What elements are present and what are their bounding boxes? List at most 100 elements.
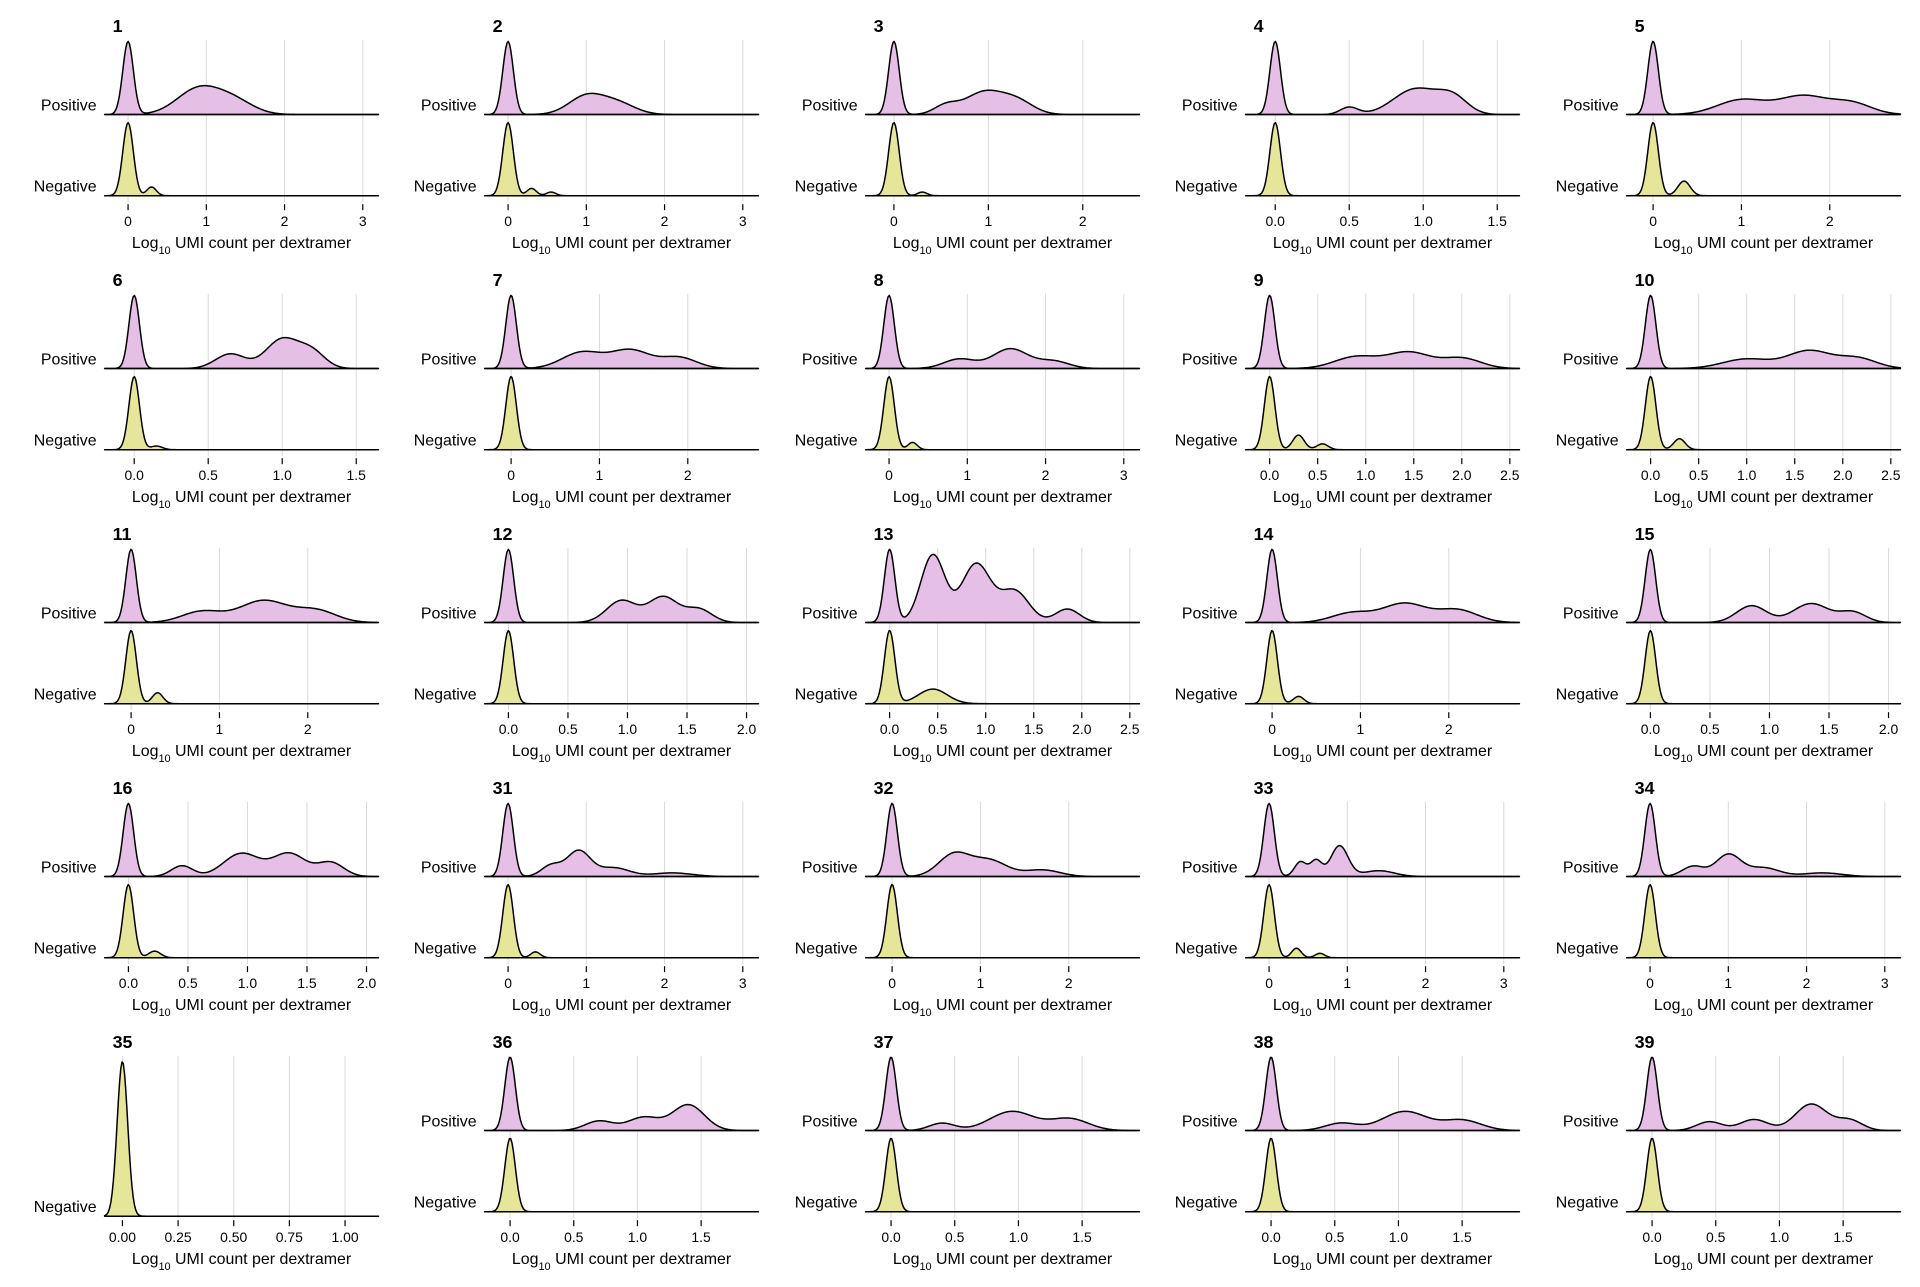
ylabel-positive: Positive — [802, 605, 858, 622]
panel-31: 0123Log10 UMI count per dextramerPositiv… — [390, 772, 768, 1024]
panel-title: 14 — [1254, 524, 1274, 544]
ylabel-negative: Negative — [795, 941, 858, 958]
xtick-label: 2.5 — [1120, 721, 1140, 737]
xtick-label: 1 — [976, 975, 984, 991]
ylabel-negative: Negative — [34, 687, 97, 704]
panel-4: 0.00.51.01.5Log10 UMI count per dextrame… — [1151, 10, 1529, 262]
ylabel-positive: Positive — [1562, 351, 1618, 368]
panel-title: 3 — [873, 16, 883, 36]
x-axis-label: Log10 UMI count per dextramer — [1653, 235, 1873, 257]
positive-density — [1246, 41, 1520, 114]
positive-density — [865, 295, 1139, 368]
xtick-label: 2 — [1422, 975, 1430, 991]
ylabel-negative: Negative — [414, 179, 477, 196]
panel-title: 34 — [1634, 778, 1654, 798]
negative-density — [865, 377, 1139, 450]
negative-density — [1246, 1138, 1520, 1211]
xtick-label: 0 — [885, 467, 893, 483]
panel-37: 0.00.51.01.5Log10 UMI count per dextrame… — [771, 1026, 1149, 1278]
xtick-label: 0.5 — [945, 1229, 965, 1245]
positive-density — [105, 295, 379, 368]
x-axis-label: Log10 UMI count per dextramer — [132, 743, 352, 765]
ylabel-positive: Positive — [1182, 98, 1238, 115]
xtick-label: 0.5 — [559, 721, 579, 737]
xtick-label: 0.0 — [501, 1229, 521, 1245]
ylabel-negative: Negative — [1175, 1194, 1238, 1211]
x-axis-label: Log10 UMI count per dextramer — [512, 1251, 732, 1273]
ylabel-positive: Positive — [41, 859, 97, 876]
positive-density — [1626, 1057, 1900, 1130]
xtick-label: 1.5 — [1072, 1229, 1092, 1245]
positive-density — [485, 41, 759, 114]
xtick-label: 0.5 — [928, 721, 948, 737]
panel-title: 35 — [113, 1032, 133, 1052]
xtick-label: 1 — [1737, 213, 1745, 229]
ylabel-negative: Negative — [34, 1199, 97, 1216]
xtick-label: 3 — [1880, 975, 1888, 991]
positive-density — [1246, 803, 1520, 876]
xtick-label: 2.0 — [357, 975, 377, 991]
xtick-label: 0 — [508, 467, 516, 483]
x-axis-label: Log10 UMI count per dextramer — [132, 997, 352, 1019]
xtick-label: 2 — [661, 213, 669, 229]
positive-density — [105, 42, 379, 115]
xtick-label: 0.5 — [1706, 1229, 1726, 1245]
xtick-label: 1.0 — [1769, 1229, 1789, 1245]
ylabel-positive: Positive — [802, 351, 858, 368]
x-axis-label: Log10 UMI count per dextramer — [1273, 743, 1493, 765]
ylabel-positive: Positive — [421, 351, 477, 368]
xtick-label: 0.5 — [199, 467, 219, 483]
xtick-label: 1 — [583, 213, 591, 229]
xtick-label: 1 — [202, 213, 210, 229]
ylabel-positive: Positive — [1182, 351, 1238, 368]
xtick-label: 1 — [596, 467, 604, 483]
xtick-label: 1.00 — [331, 1229, 358, 1245]
panel-5: 012Log10 UMI count per dextramerPositive… — [1532, 10, 1910, 262]
xtick-label: 0 — [1649, 213, 1657, 229]
xtick-label: 0.0 — [1262, 1229, 1282, 1245]
xtick-label: 0 — [888, 975, 896, 991]
xtick-label: 1.5 — [1024, 721, 1044, 737]
xtick-label: 1.0 — [618, 721, 638, 737]
xtick-label: 1 — [1357, 721, 1365, 737]
xtick-label: 1.5 — [1785, 467, 1805, 483]
x-axis-label: Log10 UMI count per dextramer — [132, 489, 352, 511]
figure-page: 0 1 2 3 Log10 UMI count per dextramer Positiv… — [0, 0, 1920, 1287]
ylabel-negative: Negative — [795, 433, 858, 450]
x-axis-label: Log10 UMI count per dextramer — [893, 1251, 1113, 1273]
xtick-label: 3 — [739, 975, 747, 991]
panel-11: 012Log10 UMI count per dextramerPositive… — [10, 518, 388, 770]
ylabel-positive: Positive — [421, 605, 477, 622]
negative-density — [1626, 884, 1900, 957]
ylabel-negative: Negative — [414, 687, 477, 704]
x-axis-label: Log10 UMI count per dextramer — [512, 743, 732, 765]
x-axis-label: Log10 UMI count per dextramer — [512, 489, 732, 511]
positive-density — [485, 549, 759, 622]
panel-8: 0123Log10 UMI count per dextramerPositiv… — [771, 264, 1149, 516]
negative-density — [485, 631, 759, 704]
panel-12: 0.00.51.01.52.0Log10 UMI count per dextr… — [390, 518, 768, 770]
panel-13: 0.00.51.01.52.02.5Log10 UMI count per de… — [771, 518, 1149, 770]
panel-title: 16 — [113, 778, 133, 798]
xtick-label: 0.0 — [881, 1229, 901, 1245]
xtick-label: 0.0 — [1260, 467, 1280, 483]
ylabel-positive: Positive — [802, 1113, 858, 1130]
xtick-label: 0.5 — [1340, 213, 1360, 229]
panel-9: 0.00.51.01.52.02.5Log10 UMI count per de… — [1151, 264, 1529, 516]
ylabel-negative: Negative — [1555, 941, 1618, 958]
x-axis-label: Log10 UMI count per dextramer — [512, 235, 732, 257]
xtick-label: 0.0 — [1641, 467, 1661, 483]
xtick-label: 1.0 — [273, 467, 293, 483]
xtick-label: 2.0 — [1072, 721, 1092, 737]
ylabel-negative: Negative — [34, 433, 97, 450]
x-axis-label: Log10 UMI count per dextramer — [1653, 489, 1873, 511]
xtick-label: 1.0 — [1737, 467, 1757, 483]
xtick-label: 1.0 — [1414, 213, 1434, 229]
x-axis-label: Log10 UMI count per dextramer — [893, 997, 1113, 1019]
xtick-label: 1.0 — [1759, 721, 1779, 737]
xtick-label: 0.0 — [125, 467, 145, 483]
ylabel-positive: Positive — [41, 351, 97, 368]
panel-title: 5 — [1634, 16, 1644, 36]
negative-density — [1626, 631, 1900, 704]
x-axis-label: Log10 UMI count per dextramer — [1653, 997, 1873, 1019]
